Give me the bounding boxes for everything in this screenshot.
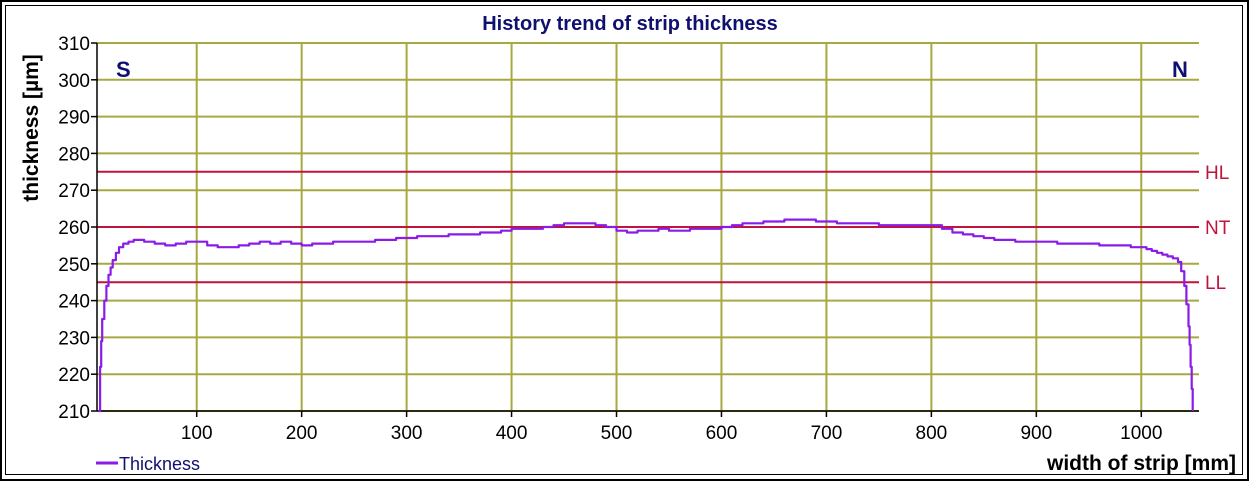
- axes: [91, 42, 1199, 417]
- reference-label-ll: LL: [1205, 273, 1226, 294]
- x-tick-label: 400: [496, 423, 528, 444]
- y-tick-label: 260: [58, 218, 90, 239]
- x-tick-label: 100: [181, 423, 213, 444]
- y-tick-label: 290: [58, 108, 90, 129]
- grid: [97, 42, 1199, 412]
- y-tick-label: 300: [58, 71, 90, 92]
- y-tick-label: 230: [58, 328, 90, 349]
- x-tick-label: 800: [916, 423, 948, 444]
- y-tick-label: 250: [58, 255, 90, 276]
- x-axis-label: width of strip [mm]: [1046, 452, 1236, 475]
- y-tick-label: 270: [58, 181, 90, 202]
- tick-labels: 210 220 230 240 250 260 270 280 290 300 310 100 200 3…: [58, 34, 1162, 444]
- x-tick-label: 500: [601, 423, 633, 444]
- x-tick-label: 300: [391, 423, 423, 444]
- chart-title: History trend of strip thickness: [482, 13, 778, 35]
- y-tick-label: 210: [58, 402, 90, 423]
- y-tick-label: 310: [58, 34, 90, 55]
- inner-border: [5, 5, 1243, 475]
- x-tick-label: 1000: [1120, 423, 1162, 444]
- y-tick-label: 220: [58, 365, 90, 386]
- x-tick-label: 600: [706, 423, 738, 444]
- reference-lines: HL NT LL: [97, 163, 1231, 294]
- reference-label-hl: HL: [1205, 163, 1229, 184]
- y-axis-label: thickness [µm]: [20, 54, 43, 201]
- y-tick-label: 240: [58, 292, 90, 313]
- legend: Thickness: [96, 454, 200, 474]
- legend-label-thickness: Thickness: [119, 454, 200, 474]
- reference-label-nt: NT: [1205, 218, 1231, 239]
- x-tick-label: 700: [811, 423, 843, 444]
- thickness-series-line: [98, 218, 1194, 413]
- y-tick-label: 280: [58, 144, 90, 165]
- side-label-south: S: [116, 57, 131, 82]
- x-tick-label: 900: [1020, 423, 1052, 444]
- x-tick-label: 200: [286, 423, 318, 444]
- side-label-north: N: [1172, 57, 1188, 82]
